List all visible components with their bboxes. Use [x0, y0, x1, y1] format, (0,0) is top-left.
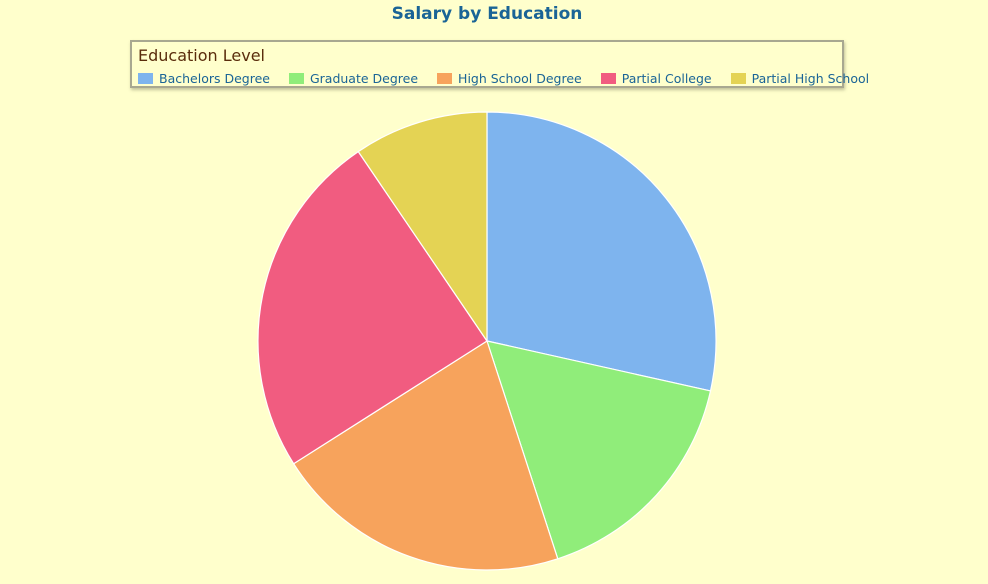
pie-slice-high-school-degree[interactable]	[292, 340, 559, 571]
legend-item-partial-high-school[interactable]: Partial High School	[730, 71, 870, 86]
legend-swatch	[600, 73, 616, 84]
legend-label: Partial High School	[751, 71, 870, 86]
legend-item-bachelors-degree[interactable]: Bachelors Degree	[138, 71, 270, 86]
legend-swatch	[730, 73, 746, 84]
legend-label: High School Degree	[458, 71, 582, 86]
legend-label: Graduate Degree	[309, 71, 419, 86]
legend-items: Bachelors Degree Graduate Degree High Sc…	[138, 71, 888, 86]
legend-label: Bachelors Degree	[159, 71, 270, 86]
pie-slice-partial-college[interactable]	[257, 150, 488, 465]
legend-item-high-school-degree[interactable]: High School Degree	[437, 71, 582, 86]
legend-title: Education Level	[138, 46, 265, 65]
legend-label: Partial College	[621, 71, 712, 86]
pie-slice-graduate-degree[interactable]	[486, 340, 712, 560]
legend-swatch	[437, 73, 453, 84]
legend-swatch	[138, 73, 153, 84]
legend-item-graduate-degree[interactable]: Graduate Degree	[288, 71, 419, 86]
legend-swatch	[288, 73, 304, 84]
pie-slice-partial-high-school[interactable]	[357, 111, 488, 343]
pie-slice-bachelors-degree[interactable]	[486, 111, 717, 392]
legend-item-partial-college[interactable]: Partial College	[600, 71, 712, 86]
legend: Education Level Bachelors Degree Graduat…	[130, 40, 869, 88]
chart-title: Salary by Education	[391, 4, 583, 24]
